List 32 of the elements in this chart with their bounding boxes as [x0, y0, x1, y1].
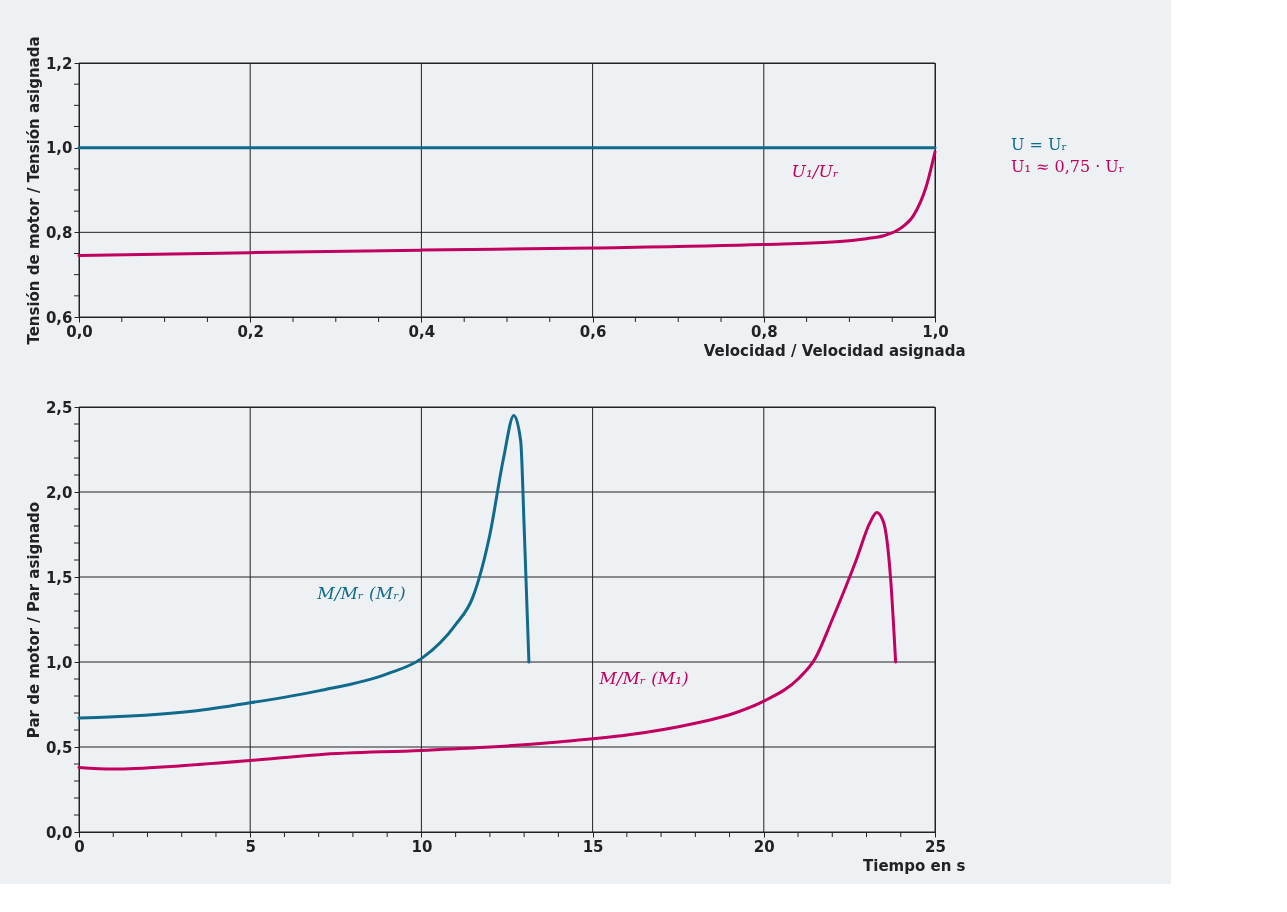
y-tick-label: 0,0: [45, 823, 73, 842]
x-tick-label: 0,8: [751, 322, 778, 341]
x-tick-label: 15: [582, 837, 604, 856]
y-axis-title: Tensión de motor / Tensión asignada: [24, 36, 43, 345]
line-series: [77, 414, 531, 720]
x-axis-title: Tiempo en s: [863, 856, 966, 875]
y-tick-label: 0,5: [45, 738, 73, 757]
y-tick-label: 1,0: [45, 139, 73, 158]
line-series: [77, 510, 898, 771]
y-tick-label: 1,2: [45, 54, 73, 73]
y-tick-label: 1,0: [45, 653, 73, 672]
x-tick-label: 25: [925, 837, 946, 856]
x-tick-label: 0,2: [237, 322, 264, 341]
line-series: [77, 150, 937, 258]
x-tick-label: 20: [753, 837, 775, 856]
text: U = Uᵣ: [1011, 135, 1068, 154]
y-tick-label: 2,5: [45, 398, 73, 417]
annotation: U₁/Uᵣ: [791, 161, 839, 182]
x-tick-label: 1,0: [922, 322, 949, 341]
text: U₁ ≈ 0,75 · Uᵣ: [1011, 157, 1125, 176]
y-tick-label: 0,8: [45, 223, 73, 242]
x-axis-title: Velocidad / Velocidad asignada: [703, 341, 966, 360]
annotation: M/Mᵣ (M₁): [598, 668, 689, 688]
x-tick-label: 0: [74, 837, 85, 856]
y-tick-label: 2,0: [45, 483, 73, 502]
y-axis-title: Par de motor / Par asignado: [24, 501, 43, 739]
annotation: M/Mᵣ (Mᵣ): [316, 583, 406, 603]
x-tick-label: 0,6: [579, 322, 607, 341]
x-tick-label: 10: [411, 837, 433, 856]
x-tick-label: 5: [245, 837, 256, 856]
x-tick-label: 0,4: [408, 322, 436, 341]
y-tick-label: 1,5: [45, 568, 73, 587]
